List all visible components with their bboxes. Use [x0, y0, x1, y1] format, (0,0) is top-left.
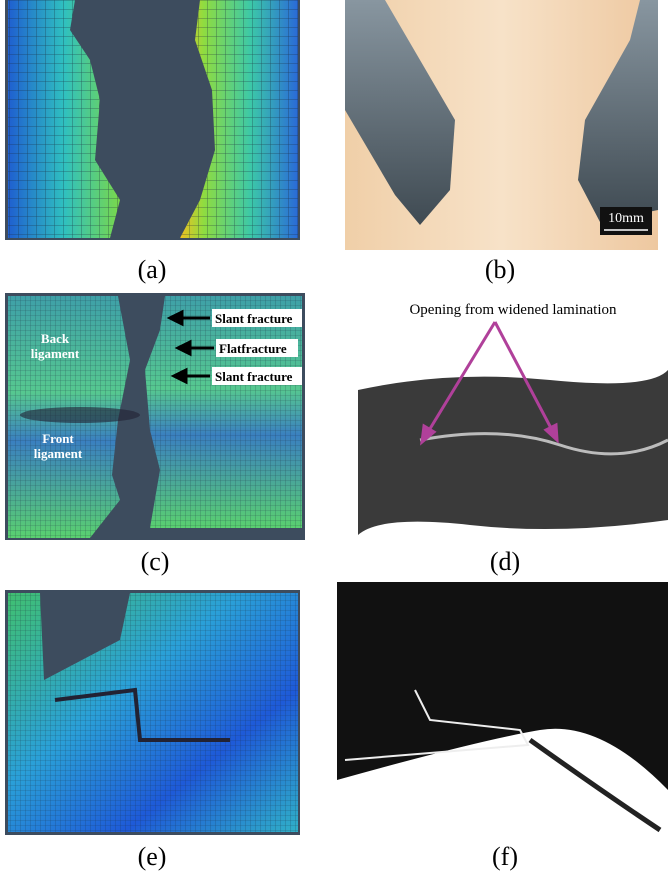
annotation: Slant fracture: [215, 369, 293, 384]
panel-label: (f): [492, 842, 518, 871]
panel-c: Slant fracture Flatfracture Slant fractu…: [5, 293, 305, 576]
panel-b: 10mm (b): [345, 0, 658, 284]
ligament-label: Back: [41, 331, 70, 346]
panel-label: (c): [141, 547, 170, 576]
panel-d: Opening from widened lamination (d): [358, 302, 668, 576]
panel-label: (b): [485, 255, 515, 284]
figure: (a) 10mm (b) Slant fracture Flatfracture…: [0, 0, 670, 873]
panel-f: (f): [337, 582, 668, 871]
ligament-label: ligament: [34, 446, 83, 461]
crack: [20, 407, 140, 423]
panel-label: (e): [138, 842, 167, 871]
scale-bar-label: 10mm: [608, 211, 644, 226]
right-block-mesh: [145, 296, 302, 528]
ligament-label: Front: [42, 431, 74, 446]
caption: Opening from widened lamination: [409, 302, 617, 318]
ligament-label: ligament: [31, 346, 80, 361]
panel-e: (e): [5, 590, 300, 871]
panel-a: (a): [5, 0, 300, 284]
panel-label: (a): [138, 255, 167, 284]
panel-label: (d): [490, 547, 520, 576]
annotation: Flatfracture: [219, 341, 287, 356]
annotation: Slant fracture: [215, 311, 293, 326]
